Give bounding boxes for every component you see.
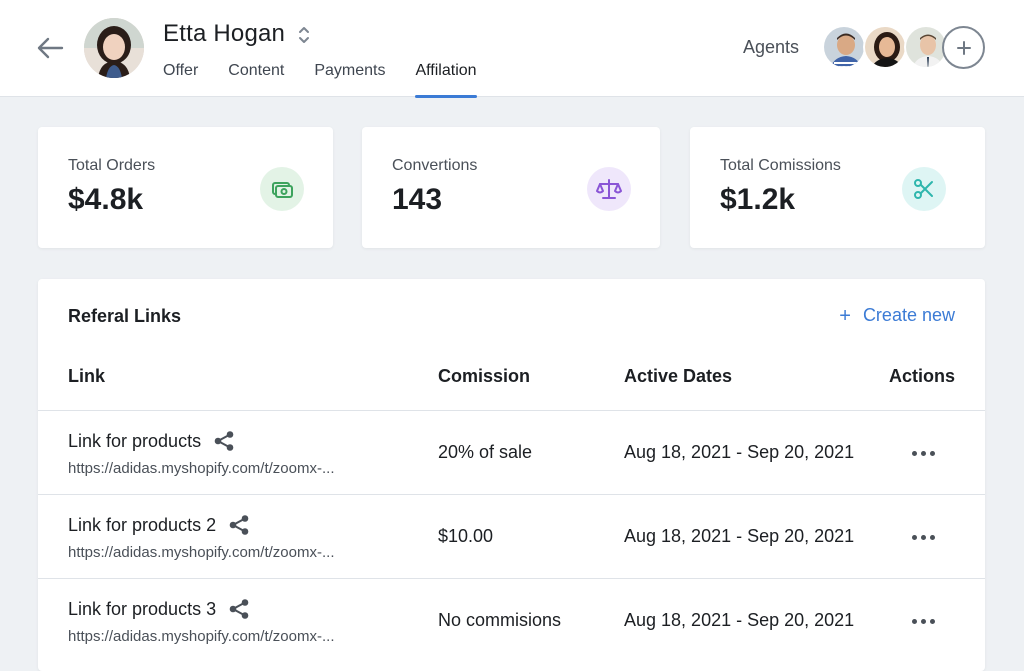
stat-card-convertions: Convertions 143 bbox=[362, 127, 660, 248]
profile-tabs: Offer Content Payments Affilation bbox=[163, 60, 507, 98]
commission-value: No commisions bbox=[438, 610, 562, 630]
column-header-link: Link bbox=[68, 366, 106, 386]
top-header: Etta Hogan Offer Content Payments Affila… bbox=[0, 0, 1024, 98]
tab-affilation[interactable]: Affilation bbox=[415, 60, 477, 98]
profile-switcher[interactable] bbox=[294, 23, 314, 47]
more-actions-icon[interactable] bbox=[906, 439, 940, 467]
agent-avatar[interactable] bbox=[863, 25, 907, 69]
stat-label: Total Comissions bbox=[720, 157, 841, 174]
column-header-active-dates: Active Dates bbox=[624, 366, 733, 386]
stat-value: $1.2k bbox=[720, 183, 796, 216]
link-url[interactable]: https://adidas.myshopify.com/t/zoomx-... bbox=[68, 628, 335, 645]
link-name: Link for products bbox=[68, 430, 235, 452]
create-new-button[interactable]: + Create new bbox=[839, 305, 955, 326]
stat-card-total-orders: Total Orders $4.8k bbox=[38, 127, 333, 248]
link-name: Link for products 2 bbox=[68, 514, 250, 536]
tab-offer[interactable]: Offer bbox=[163, 62, 199, 79]
chevron-up-down-icon bbox=[299, 27, 309, 43]
link-name-text: Link for products bbox=[68, 430, 202, 451]
link-name-text: Link for products 2 bbox=[68, 514, 217, 535]
share-icon[interactable] bbox=[228, 514, 250, 536]
more-actions-icon[interactable] bbox=[906, 607, 940, 635]
active-dates-value: Aug 18, 2021 - Sep 20, 2021 bbox=[624, 526, 855, 546]
agent-avatar[interactable] bbox=[822, 25, 866, 69]
table-row: Link for products 2 https://adidas.mysho… bbox=[38, 494, 985, 578]
panel-title: Referal Links bbox=[68, 306, 182, 326]
back-button[interactable] bbox=[34, 32, 66, 64]
plus-icon: + bbox=[839, 304, 851, 327]
money-icon bbox=[260, 167, 304, 211]
scissors-icon bbox=[902, 167, 946, 211]
plus-icon bbox=[956, 40, 971, 55]
tab-payments[interactable]: Payments bbox=[314, 62, 386, 79]
column-header-comission: Comission bbox=[438, 366, 531, 386]
table-row: Link for products https://adidas.myshopi… bbox=[38, 410, 985, 494]
stat-value: 143 bbox=[392, 183, 443, 216]
active-dates-value: Aug 18, 2021 - Sep 20, 2021 bbox=[624, 610, 855, 630]
agents-label: Agents bbox=[743, 37, 800, 57]
arrow-left-icon bbox=[37, 37, 64, 59]
stat-value: $4.8k bbox=[68, 183, 144, 216]
create-new-label: Create new bbox=[862, 305, 955, 325]
add-agent-button[interactable] bbox=[942, 26, 985, 69]
link-url[interactable]: https://adidas.myshopify.com/t/zoomx-... bbox=[68, 460, 335, 477]
referral-links-panel: Referal Links + Create new Link Comissio… bbox=[38, 279, 985, 671]
share-icon[interactable] bbox=[228, 598, 250, 620]
column-header-actions: Actions bbox=[889, 366, 956, 386]
profile-name: Etta Hogan bbox=[163, 20, 286, 47]
stat-label: Convertions bbox=[392, 157, 478, 174]
commission-value: $10.00 bbox=[438, 526, 494, 546]
link-name: Link for products 3 bbox=[68, 598, 250, 620]
profile-avatar bbox=[84, 18, 144, 78]
table-row: Link for products 3 https://adidas.mysho… bbox=[38, 578, 985, 662]
commission-value: 20% of sale bbox=[438, 442, 533, 462]
stat-label: Total Orders bbox=[68, 157, 156, 174]
more-actions-icon[interactable] bbox=[906, 523, 940, 551]
active-dates-value: Aug 18, 2021 - Sep 20, 2021 bbox=[624, 442, 855, 462]
tab-content[interactable]: Content bbox=[228, 62, 285, 79]
link-name-text: Link for products 3 bbox=[68, 598, 217, 619]
stat-card-total-comissions: Total Comissions $1.2k bbox=[690, 127, 985, 248]
link-url[interactable]: https://adidas.myshopify.com/t/zoomx-... bbox=[68, 544, 335, 561]
agent-avatar[interactable] bbox=[904, 25, 948, 69]
share-icon[interactable] bbox=[213, 430, 235, 452]
scale-icon bbox=[587, 167, 631, 211]
